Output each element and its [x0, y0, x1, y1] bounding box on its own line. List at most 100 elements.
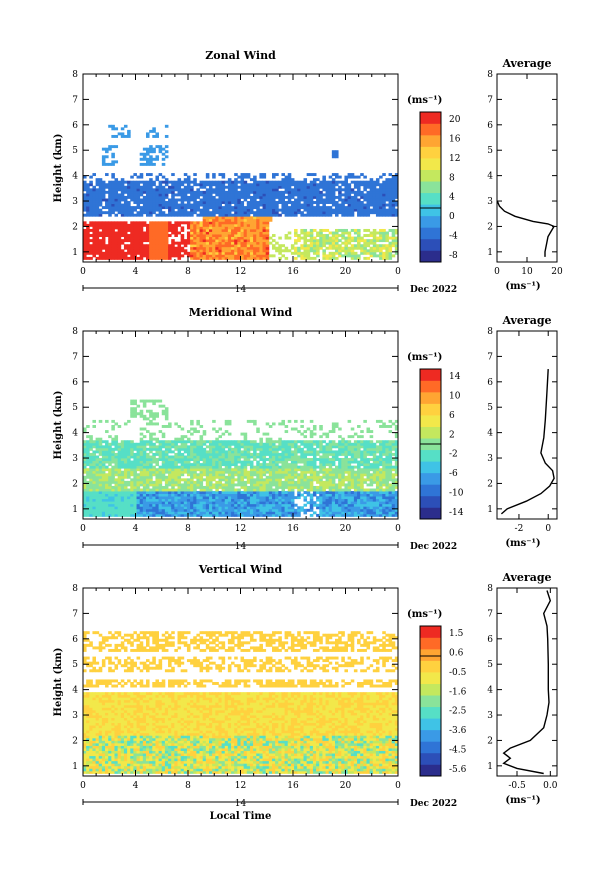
heatmap-cell — [391, 244, 396, 248]
heatmap-cell — [309, 419, 314, 423]
heatmap-cell — [347, 254, 352, 258]
heatmap-cell — [193, 173, 197, 177]
heatmap-cell — [246, 450, 251, 454]
heatmap-cell — [111, 475, 115, 479]
heatmap-cell — [101, 511, 106, 515]
heatmap-cell — [152, 256, 156, 260]
heatmap-cell — [111, 447, 115, 451]
heatmap-cell — [105, 206, 109, 210]
heatmap-cell — [240, 231, 245, 235]
heatmap-cell — [297, 254, 301, 258]
heatmap-cell — [114, 234, 119, 237]
heatmap-cell — [243, 188, 248, 192]
heatmap-cell — [246, 491, 251, 494]
heatmap-cell — [202, 218, 207, 222]
heatmap-cell — [234, 246, 238, 250]
heatmap-cell — [86, 251, 90, 255]
heatmap-cell — [246, 463, 251, 467]
heatmap-cell — [278, 452, 282, 456]
heatmap-cell — [306, 458, 311, 461]
heatmap-cell — [152, 231, 156, 235]
heatmap-cell — [127, 465, 131, 469]
heatmap-cell — [215, 236, 219, 240]
heatmap-cell — [312, 511, 317, 515]
heatmap-cell — [183, 470, 188, 474]
heatmap-cell — [297, 511, 301, 515]
heatmap-cell — [231, 485, 235, 489]
heatmap-cell — [209, 218, 213, 222]
heatmap-cell — [190, 478, 194, 482]
heatmap-cell — [366, 198, 371, 202]
heatmap-cell — [86, 223, 90, 227]
heatmap-cell — [215, 198, 219, 202]
heatmap-cell — [171, 440, 175, 444]
heatmap-cell — [275, 513, 279, 517]
heatmap-cell — [168, 478, 172, 482]
heatmap-cell — [237, 465, 241, 469]
heatmap-cell — [335, 201, 339, 204]
heatmap-cell — [306, 173, 311, 177]
heatmap-cell — [237, 478, 241, 482]
heatmap-cell — [353, 183, 358, 187]
heatmap-cell — [347, 241, 352, 245]
heatmap-cell — [237, 234, 241, 237]
heatmap-cell — [300, 447, 304, 451]
heatmap-cell — [174, 188, 178, 192]
heatmap-cell — [312, 493, 317, 497]
heatmap-cell — [265, 432, 270, 436]
heatmap-cell — [221, 506, 226, 510]
heatmap-cell — [168, 480, 172, 484]
heatmap-cell — [218, 458, 222, 461]
heatmap-cell — [202, 460, 207, 464]
heatmap-cell — [158, 228, 163, 232]
heatmap-cell — [240, 201, 245, 204]
heatmap-cell — [344, 193, 348, 197]
heatmap-cell — [312, 485, 317, 489]
heatmap-cell — [249, 201, 254, 204]
heatmap-cell — [212, 221, 216, 225]
heatmap-cell — [190, 422, 194, 426]
heatmap-cell — [212, 483, 216, 487]
heatmap-cell — [174, 475, 178, 479]
heatmap-cell — [297, 208, 301, 212]
heatmap-cell — [101, 473, 106, 477]
heatmap-cell — [86, 203, 90, 207]
heatmap-cell — [331, 208, 336, 212]
heatmap-cell — [161, 254, 166, 258]
heatmap-cell — [347, 203, 352, 207]
heatmap-cell — [92, 452, 96, 456]
heatmap-cell — [322, 249, 326, 253]
heatmap-cell — [300, 193, 304, 197]
heatmap-cell — [243, 254, 248, 258]
heatmap-cell — [95, 188, 100, 192]
heatmap-cell — [303, 183, 308, 187]
heatmap-cell — [278, 465, 282, 469]
heatmap-cell — [322, 206, 326, 210]
heatmap-cell — [111, 501, 115, 505]
heatmap-cell — [265, 218, 270, 222]
heatmap-cell — [372, 236, 377, 240]
heatmap-cell — [114, 241, 119, 245]
heatmap-cell — [253, 485, 257, 489]
heatmap-cell — [297, 508, 301, 512]
heatmap-cell — [146, 246, 150, 250]
heatmap-cell — [152, 198, 156, 202]
heatmap-cell — [372, 183, 377, 187]
heatmap-cell — [190, 455, 194, 459]
heatmap-cell — [171, 463, 175, 467]
heatmap-cell — [114, 198, 119, 202]
heatmap-cell — [196, 195, 200, 199]
heatmap-cell — [105, 442, 109, 446]
heatmap-cell — [303, 231, 308, 235]
heatmap-cell — [193, 513, 197, 517]
heatmap-cell — [130, 506, 134, 510]
heatmap-cell — [265, 498, 270, 502]
heatmap-cell — [212, 468, 216, 472]
heatmap-cell — [221, 473, 226, 477]
heatmap-cell — [108, 223, 112, 227]
heatmap-cell — [171, 231, 175, 235]
heatmap-cell — [120, 480, 125, 484]
heatmap-cell — [221, 183, 226, 187]
heatmap-cell — [227, 223, 232, 227]
